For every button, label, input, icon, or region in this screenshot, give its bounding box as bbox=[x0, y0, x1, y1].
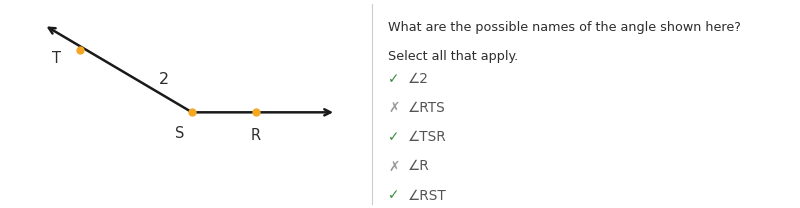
Text: ✗: ✗ bbox=[388, 159, 399, 173]
Text: ∠RTS: ∠RTS bbox=[408, 101, 446, 115]
Text: Select all that apply.: Select all that apply. bbox=[388, 50, 518, 63]
Text: ✓: ✓ bbox=[388, 130, 399, 144]
Text: ✓: ✓ bbox=[388, 72, 399, 86]
Text: What are the possible names of the angle shown here?: What are the possible names of the angle… bbox=[388, 21, 741, 34]
Text: 2: 2 bbox=[159, 72, 169, 87]
Text: ∠RST: ∠RST bbox=[408, 188, 446, 203]
Text: R: R bbox=[251, 128, 261, 143]
Text: T: T bbox=[51, 51, 61, 66]
Text: ✓: ✓ bbox=[388, 188, 399, 203]
Text: ∠TSR: ∠TSR bbox=[408, 130, 446, 144]
Text: S: S bbox=[175, 126, 185, 141]
Text: ∠R: ∠R bbox=[408, 159, 430, 173]
Text: ✗: ✗ bbox=[388, 101, 399, 115]
Text: ∠2: ∠2 bbox=[408, 72, 429, 86]
